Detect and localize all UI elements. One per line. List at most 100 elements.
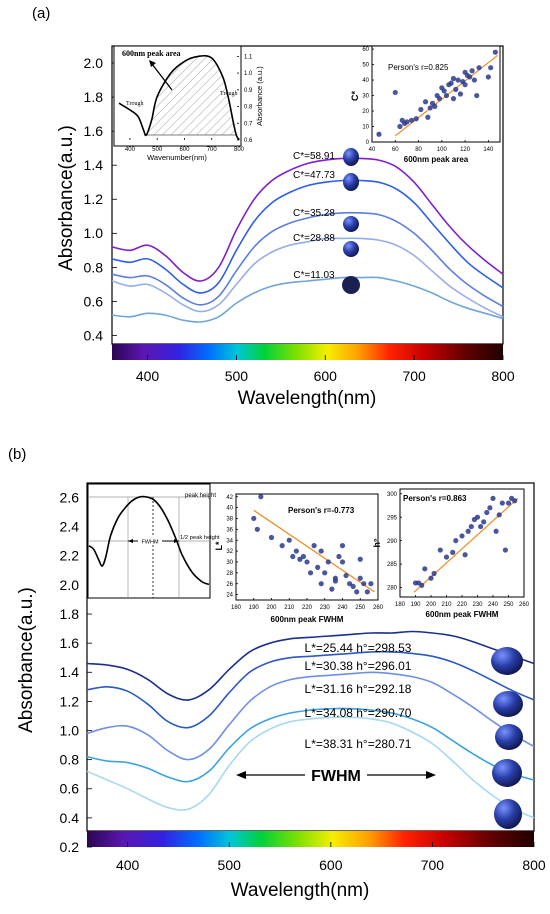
scatter-point xyxy=(455,77,461,83)
x-tick-label: 700 xyxy=(402,368,426,384)
x-tick-label: 180 xyxy=(395,602,406,608)
x-tick-label: 60 xyxy=(392,147,399,153)
x-tick-label: 230 xyxy=(320,605,331,611)
scatter-point xyxy=(428,575,434,581)
x-tick-label: 120 xyxy=(460,147,471,153)
x-tick-label: 240 xyxy=(488,602,499,608)
scatter-point xyxy=(311,543,317,549)
scatter-point xyxy=(297,556,303,562)
scatter-point xyxy=(325,559,331,565)
scatter-point xyxy=(476,65,482,71)
y-tick-label: 30 xyxy=(226,560,233,566)
scatter-point xyxy=(427,105,433,111)
scatter-point xyxy=(300,553,307,560)
fwhm-label: FWHM xyxy=(311,768,361,785)
scatter-point xyxy=(484,509,490,516)
y-tick-label: 1.1 xyxy=(244,54,253,60)
scatter-points xyxy=(412,495,518,588)
x-tick-label: 140 xyxy=(483,147,494,153)
scatter-point xyxy=(418,106,424,113)
scatter-point xyxy=(404,119,410,125)
scatter-point xyxy=(441,88,447,94)
curve-label: L*=38.31 h°=280.71 xyxy=(305,737,412,751)
inset-y-label: C* xyxy=(350,91,360,101)
half-peak-height-label: 1/2 peak height xyxy=(180,535,220,541)
scatter-point xyxy=(502,547,508,553)
y-tick-label: 0.6 xyxy=(60,781,80,797)
scatter-point xyxy=(315,564,321,570)
area-arrow xyxy=(151,63,173,91)
panel-b-x-label: Wavelength(nm) xyxy=(231,880,370,901)
panel-a-label: (a) xyxy=(32,5,50,22)
x-tick-label: 230 xyxy=(472,602,483,608)
curve-label: C*=47.73 xyxy=(293,170,335,181)
scatter-point xyxy=(318,548,324,554)
scatter-point xyxy=(468,523,474,530)
x-tick-label: 400 xyxy=(116,857,140,873)
scatter-point xyxy=(488,65,494,71)
x-tick-label: 240 xyxy=(337,605,348,611)
scatter-point xyxy=(347,581,353,587)
x-tick-label: 700 xyxy=(421,857,445,873)
y-tick-label: 26 xyxy=(226,582,233,588)
x-tick-label: 500 xyxy=(225,368,249,384)
y-tick-label: 1.0 xyxy=(84,225,104,241)
scatter-point xyxy=(450,549,456,555)
fwhm-small-bg xyxy=(138,537,162,545)
x-tick-label: 200 xyxy=(266,605,277,611)
scatter-point xyxy=(322,570,328,576)
y-tick-label: 300 xyxy=(387,492,398,498)
y-tick-label: 0.7 xyxy=(244,121,253,127)
y-tick-label: 38 xyxy=(226,517,233,523)
spectrum-line xyxy=(86,671,535,761)
scatter-point xyxy=(350,583,356,590)
panel-a-x-axis: 400 500 600 700 800 xyxy=(136,355,515,384)
fwhm-arrow-right xyxy=(426,771,436,779)
panel-a-inset-absorbance: 400 500 600 700 800 0.6 0.7 0.8 0.9 1.0 1.1 600nm … xyxy=(113,45,264,162)
inset-y-label: L* xyxy=(214,541,224,550)
x-tick-label: 250 xyxy=(355,605,366,611)
pearson-annotation: Person's r=0.863 xyxy=(403,494,467,503)
scatter-point xyxy=(432,103,438,109)
scatter-point xyxy=(290,553,296,560)
regression-line xyxy=(253,509,375,593)
inset-y-label: Absorbance (a.u.) xyxy=(255,66,264,126)
y-tick-label: 2.0 xyxy=(84,55,104,71)
x-tick-label: 800 xyxy=(234,147,245,153)
y-tick-label: 30 xyxy=(362,94,369,100)
scatter-point xyxy=(448,80,454,86)
panel-b-y-axis: 0.2 0.4 0.6 0.8 1.0 1.2 1.4 1.6 1.8 2.0 2.2 2.4 2.6 xyxy=(60,489,92,855)
spectrum-line xyxy=(111,179,504,294)
peak-height-label: peak height xyxy=(185,493,216,499)
panel-b-x-axis: 400 500 600 700 800 xyxy=(116,842,546,873)
y-tick-label: 36 xyxy=(226,527,233,533)
panel-b-label: (b) xyxy=(8,446,26,463)
x-tick-label: 600 xyxy=(179,147,190,153)
x-tick-label: 210 xyxy=(441,602,452,608)
arrow-head xyxy=(149,60,156,67)
scatter-point xyxy=(481,519,487,525)
scatter-point xyxy=(478,523,484,530)
pearson-annotation: Person's r=-0.773 xyxy=(288,506,355,515)
panel-b-curve-labels: L*=25.44 h°=298.53 L*=30.38 h°=296.01 L*=3… xyxy=(305,641,412,751)
y-tick-label: 0.4 xyxy=(60,810,80,826)
scatter-point xyxy=(465,528,471,534)
x-tick-label: 100 xyxy=(437,147,448,153)
y-tick-label: 2.6 xyxy=(60,489,80,505)
y-tick-label: 28 xyxy=(226,571,233,577)
y-tick-label: 295 xyxy=(387,515,398,521)
gem-image xyxy=(342,276,360,294)
scatter-point xyxy=(431,570,437,577)
scatter-point xyxy=(408,117,415,123)
gem-image xyxy=(343,216,359,232)
x-tick-label: 260 xyxy=(373,605,384,611)
y-tick-label: 40 xyxy=(362,78,369,84)
absorbance-curve xyxy=(118,54,240,141)
scatter-point xyxy=(419,582,425,588)
scatter-point xyxy=(496,512,502,518)
gem-image xyxy=(491,647,523,675)
y-tick-label: 0.8 xyxy=(84,259,104,275)
scatter-point xyxy=(286,537,292,543)
panel-a-curve-labels: C*=58.91 C*=47.73 C*=35.28 C*=28.88 C*=11.03 xyxy=(293,151,335,281)
scatter-point xyxy=(357,575,363,581)
